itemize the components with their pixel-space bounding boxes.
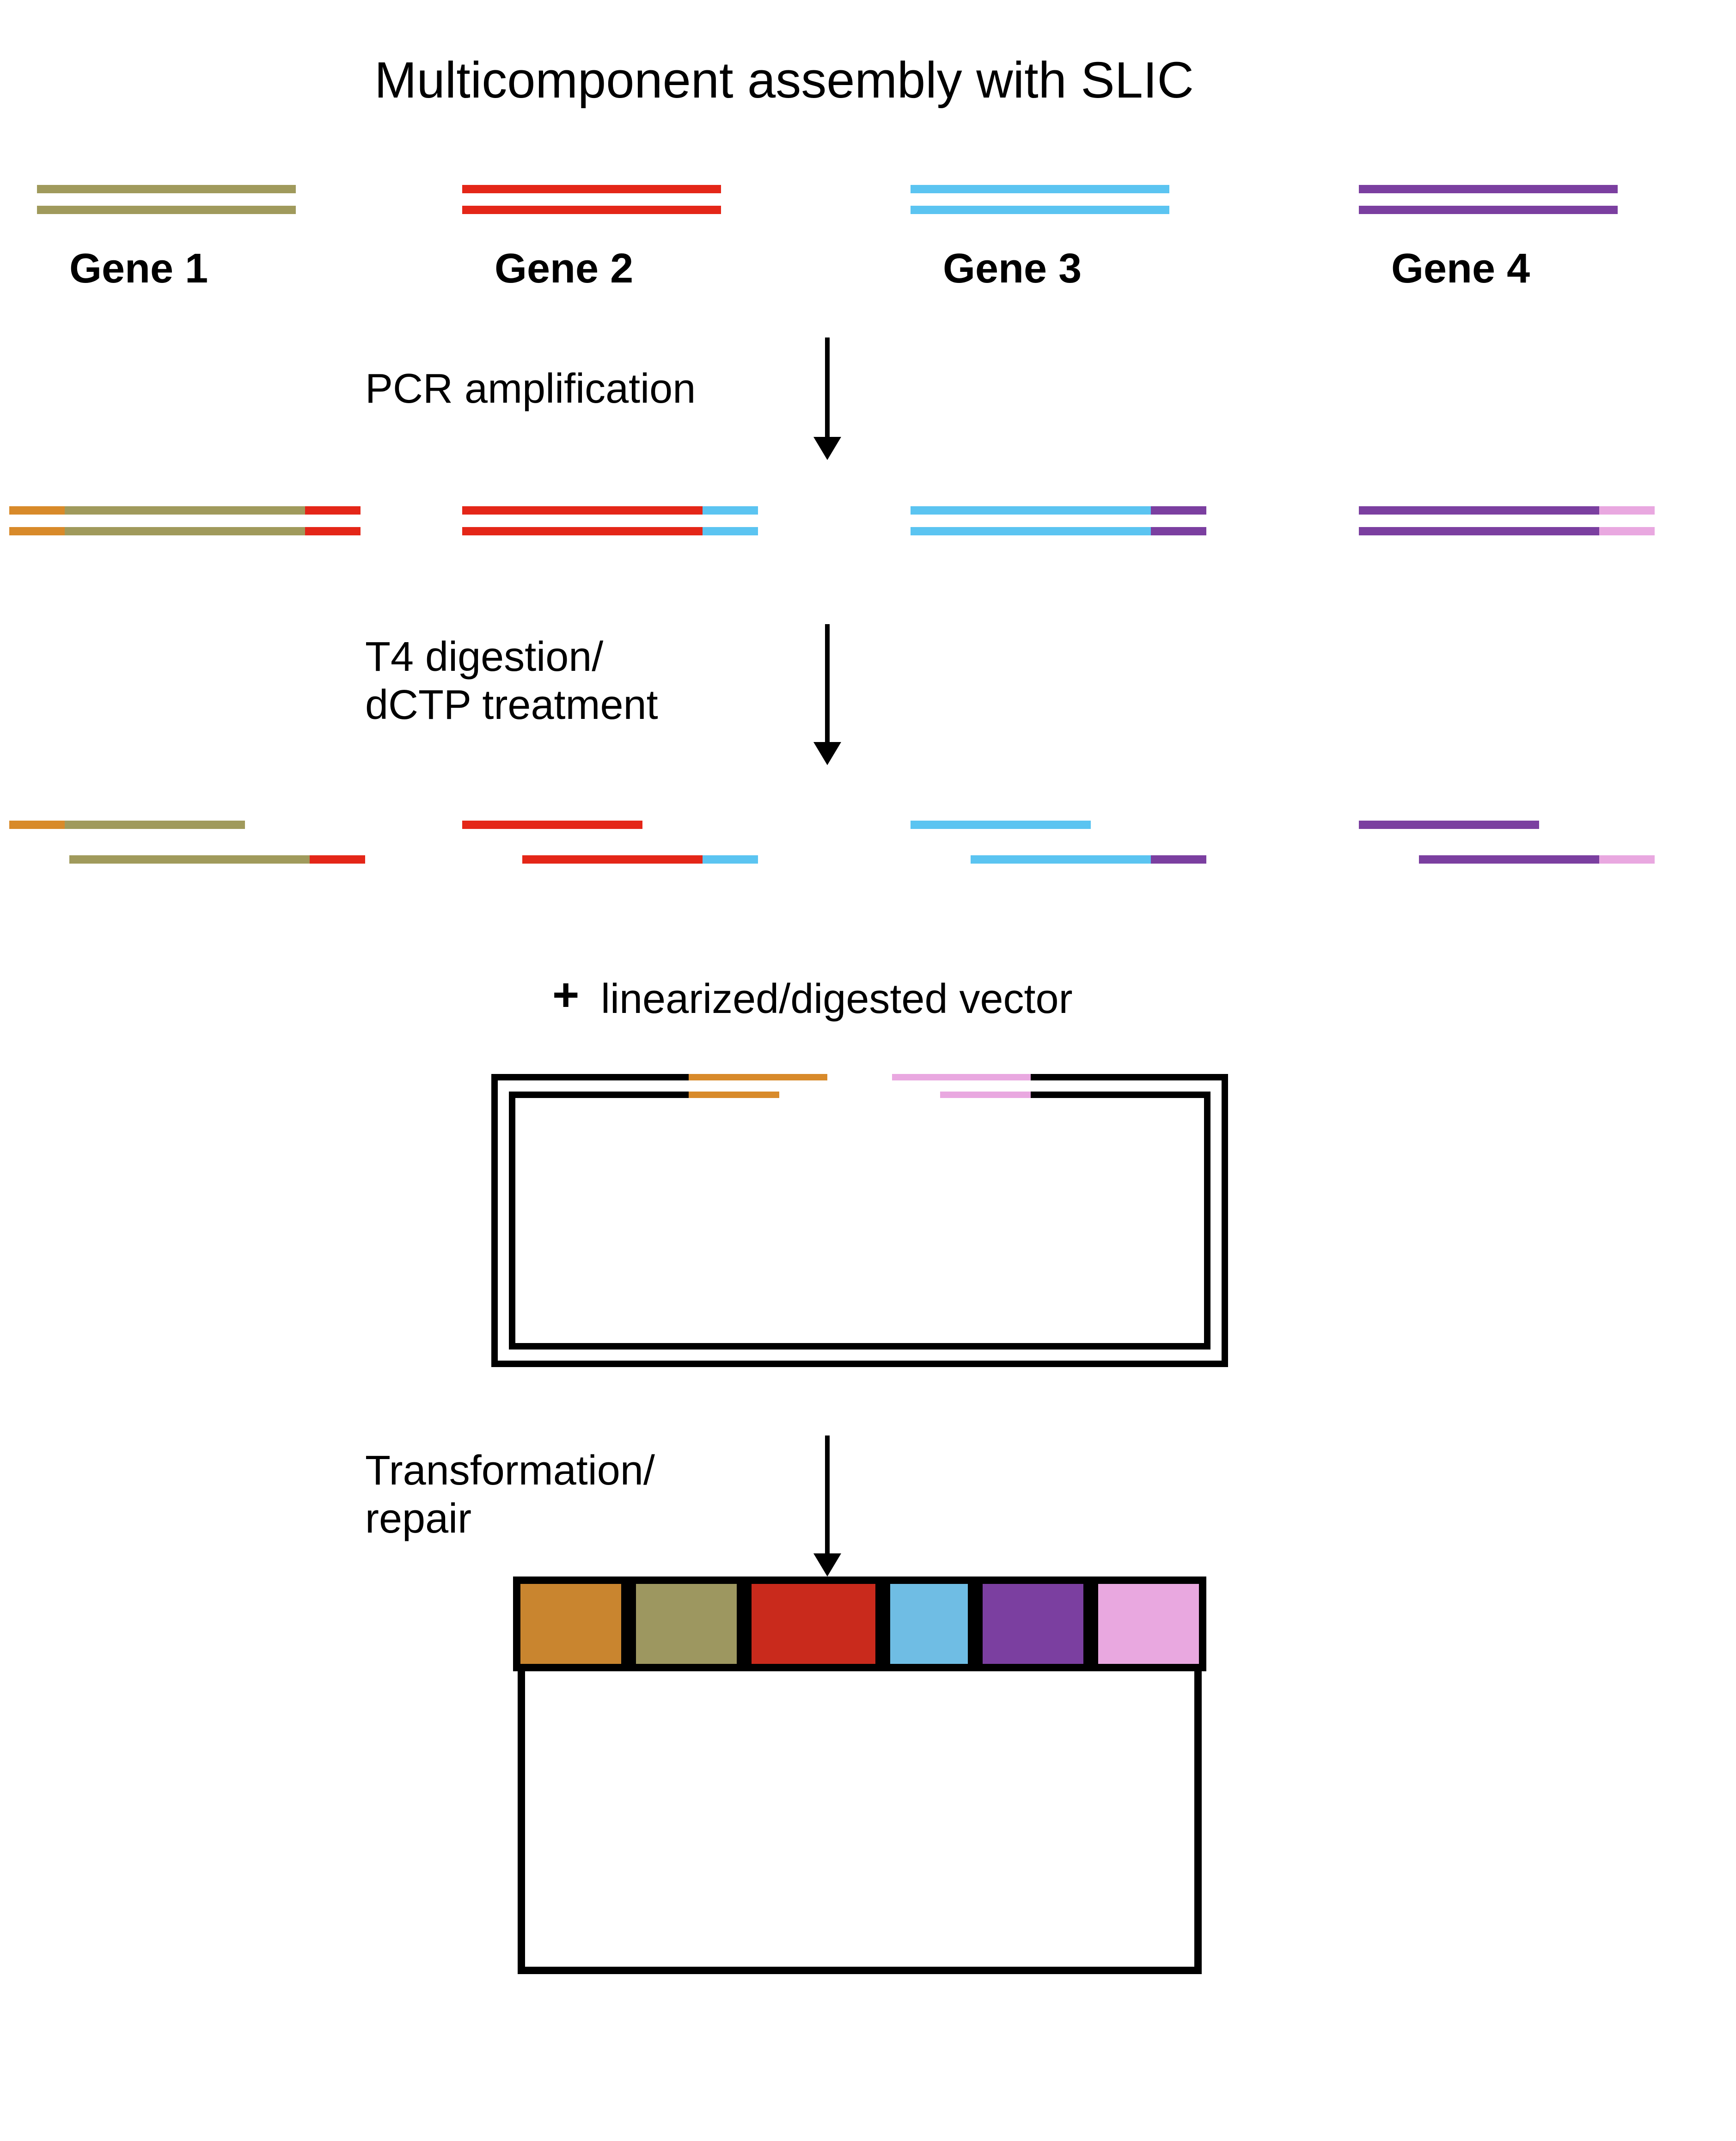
- row2-g1-ov-r-b: [305, 527, 361, 535]
- arrow-transform-stem: [825, 1436, 830, 1556]
- insert-orange: [513, 1577, 629, 1671]
- gene4-label: Gene 4: [1391, 245, 1530, 293]
- row3-g3-body-t: [911, 821, 1091, 829]
- row3-g1-ov-l-t: [9, 821, 65, 829]
- vector-open: [490, 1073, 1229, 1378]
- row2-g3-ov-r-t: [1151, 506, 1206, 515]
- vector-open-outer: [495, 1077, 1225, 1364]
- row2-g2-body-t: [462, 506, 703, 515]
- row2-g4-body-b: [1359, 527, 1599, 535]
- arrow-t4-stem: [825, 624, 830, 744]
- row3-g3-body-b: [971, 855, 1151, 864]
- label-pcr: PCR amplification: [365, 365, 696, 413]
- row2-g1-ov-l-b: [9, 527, 65, 535]
- row3-g4-body-t: [1359, 821, 1539, 829]
- label-transform-line2: repair: [365, 1495, 655, 1543]
- insert-blue: [883, 1577, 975, 1671]
- gene3-label: Gene 3: [943, 245, 1082, 293]
- row2-g2-body-b: [462, 527, 703, 535]
- row3-g3-ov-r-b: [1151, 855, 1206, 864]
- row2-g3-body-t: [911, 506, 1151, 515]
- label-vector: linearized/digested vector: [601, 975, 1073, 1023]
- gene3-ds-top: [911, 185, 1169, 193]
- gene1-ds-top: [37, 185, 296, 193]
- label-t4-line2: dCTP treatment: [365, 681, 658, 730]
- diagram-title: Multicomponent assembly with SLIC: [374, 51, 1194, 110]
- row2-g1-body-b: [65, 527, 305, 535]
- row2-g2-ov-r-t: [703, 506, 758, 515]
- row3-g4-body-b: [1419, 855, 1599, 864]
- insert-purple: [975, 1577, 1091, 1671]
- row3-g2-ov-r-b: [703, 855, 758, 864]
- row2-g2-ov-r-b: [703, 527, 758, 535]
- arrow-pcr-head: [813, 437, 841, 460]
- label-t4: T4 digestion/dCTP treatment: [365, 633, 658, 729]
- row2-g3-ov-r-b: [1151, 527, 1206, 535]
- row2-g1-body-t: [65, 506, 305, 515]
- gene1-label: Gene 1: [69, 245, 208, 293]
- arrow-pcr-stem: [825, 337, 830, 439]
- row3-g4-ov-r-b: [1599, 855, 1655, 864]
- row3-g1-body-t: [65, 821, 245, 829]
- arrow-transform-head: [813, 1553, 841, 1577]
- gene1-ds-bot: [37, 206, 296, 214]
- row3-g1-ov-r-b: [310, 855, 365, 864]
- gene2-ds-bot: [462, 206, 721, 214]
- row2-g4-ov-r-t: [1599, 506, 1655, 515]
- label-transform: Transformation/repair: [365, 1447, 655, 1543]
- vector-open-inner: [512, 1095, 1207, 1346]
- gene4-ds-bot: [1359, 206, 1618, 214]
- row2-g1-ov-r-t: [305, 506, 361, 515]
- gene3-ds-bot: [911, 206, 1169, 214]
- arrow-t4-head: [813, 742, 841, 765]
- gene2-ds-top: [462, 185, 721, 193]
- label-t4-line1: T4 digestion/: [365, 633, 658, 681]
- plus-icon: +: [552, 969, 579, 1022]
- vector-closed: [518, 1623, 1202, 1974]
- insert-red: [744, 1577, 883, 1671]
- label-transform-line1: Transformation/: [365, 1447, 655, 1495]
- row3-g2-body-b: [522, 855, 703, 864]
- row2-g4-ov-r-b: [1599, 527, 1655, 535]
- insert-olive: [629, 1577, 744, 1671]
- row2-g1-ov-l-t: [9, 506, 65, 515]
- row2-g4-body-t: [1359, 506, 1599, 515]
- gene2-label: Gene 2: [495, 245, 633, 293]
- row3-g1-body-b: [69, 855, 310, 864]
- gene4-ds-top: [1359, 185, 1618, 193]
- insert-pink: [1091, 1577, 1206, 1671]
- row3-g2-body-t: [462, 821, 642, 829]
- row2-g3-body-b: [911, 527, 1151, 535]
